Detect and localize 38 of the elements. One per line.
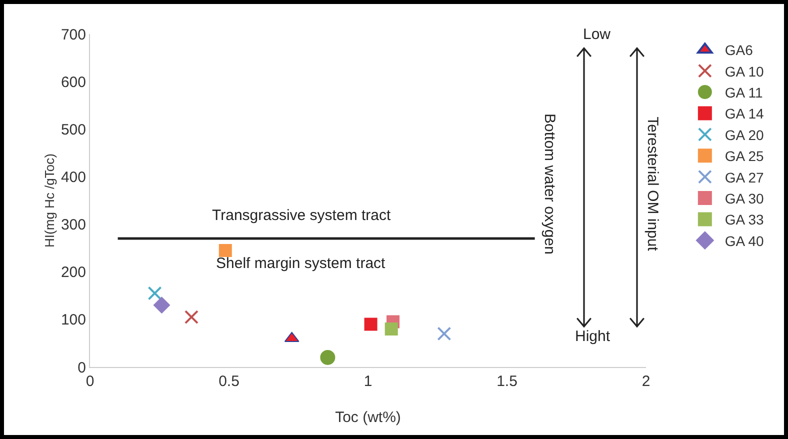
annotation: Teresterial OM input <box>644 116 662 252</box>
x-axis-title: Toc (wt%) <box>335 409 401 426</box>
y-tick-label: 0 <box>78 359 86 376</box>
annotation: Low <box>583 26 611 43</box>
y-tick-label: 500 <box>60 121 86 138</box>
x-tick-label: 1.5 <box>496 373 518 390</box>
point <box>153 296 170 314</box>
y-tick-label: 600 <box>60 74 86 91</box>
annotation: Bottom water oxygen <box>541 114 558 254</box>
legend-label: GA 40 <box>724 232 764 249</box>
point <box>384 322 398 336</box>
annotation: Hight <box>575 328 611 345</box>
x-tick-label: 2 <box>642 373 650 390</box>
legend-label: GA6 <box>724 42 754 58</box>
legend-label: GA 11 <box>724 84 764 100</box>
x-tick-label: 1 <box>364 373 372 390</box>
legend-label: GA 33 <box>724 212 764 228</box>
y-tick-label: 400 <box>60 168 86 186</box>
y-axis-title: HI(mg Hc /gToc) <box>42 154 57 248</box>
annotation: Shelf margin system tract <box>216 255 386 272</box>
point <box>320 350 336 365</box>
legend-label: GA 10 <box>724 63 764 80</box>
point <box>218 244 232 257</box>
y-tick-label: 300 <box>60 216 86 234</box>
point <box>148 286 162 300</box>
y-tick-label: 700 <box>60 26 86 44</box>
legend-label: GA 20 <box>724 126 764 143</box>
point <box>437 326 452 341</box>
point <box>184 310 198 324</box>
legend-label: GA 30 <box>724 190 764 206</box>
point <box>364 318 378 331</box>
y-tick-label: 200 <box>60 264 86 282</box>
annotation: Transgrassive system tract <box>212 207 392 224</box>
legend-label: GA 25 <box>724 148 764 164</box>
y-tick-label: 100 <box>60 312 86 329</box>
x-tick-label: 0.5 <box>218 373 240 390</box>
legend-label: GA 14 <box>724 106 764 122</box>
legend-label: GA 27 <box>724 169 764 186</box>
